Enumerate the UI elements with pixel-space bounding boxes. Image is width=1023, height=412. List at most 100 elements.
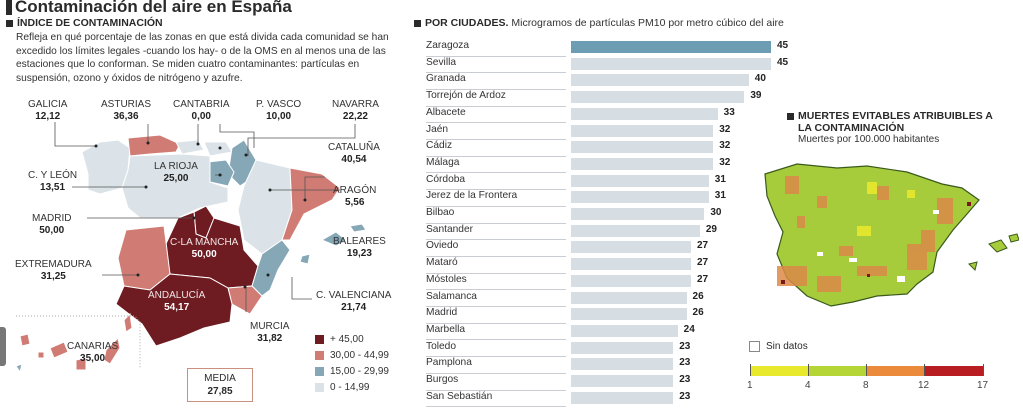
region-canarias xyxy=(19,333,31,347)
bar-value-label: 40 xyxy=(754,73,766,85)
bar-value-label: 23 xyxy=(679,340,691,352)
bar-label: Toledo xyxy=(426,341,566,358)
scale-tick-mark xyxy=(808,364,809,376)
bar xyxy=(571,157,714,170)
bar-label: Santander xyxy=(426,224,566,241)
bar-label: Móstoles xyxy=(426,274,566,291)
square-bullet-icon xyxy=(6,19,13,27)
bar xyxy=(571,291,687,304)
square-bullet-icon xyxy=(414,19,421,27)
bar-row: Salamanca 26 xyxy=(421,289,791,308)
bar xyxy=(571,208,705,220)
region-label-asturias: ASTURIAS 36,36 xyxy=(101,99,152,122)
bar-value-label: 32 xyxy=(719,156,731,168)
bar-row: Bilbao 30 xyxy=(421,205,791,224)
bar-row: Oviedo 27 xyxy=(421,238,791,257)
map-legend: + 45,00 30,00 - 44,99 15,00 - 29,99 0 - … xyxy=(315,331,389,395)
legend-swatch xyxy=(315,382,324,392)
bar-label: Torrejón de Ardoz xyxy=(426,90,566,107)
bar-label: Córdoba xyxy=(426,174,566,191)
index-heading: ÍNDICE DE CONTAMINACIÓN xyxy=(6,17,163,29)
color-scale xyxy=(750,366,983,376)
legend-swatch xyxy=(315,366,324,376)
legend-swatch xyxy=(315,334,324,344)
bar xyxy=(571,391,674,404)
bar-value-label: 23 xyxy=(679,374,691,385)
region-label-cyleon: C. Y LEÓN 13,51 xyxy=(28,170,78,193)
bar-label: Oviedo xyxy=(426,240,566,257)
bar-value-label: 45 xyxy=(777,56,789,68)
bar-label: Sevilla xyxy=(426,57,566,74)
bar xyxy=(571,174,709,187)
bar xyxy=(571,358,674,371)
region-label-navarra: NAVARRA 22,22 xyxy=(332,99,379,122)
bar-value-label: 45 xyxy=(777,40,789,51)
bar xyxy=(571,141,714,154)
bar-label: Cádiz xyxy=(426,140,566,157)
bar-row: Sevilla 45 xyxy=(421,55,791,74)
region-label-madrid: MADRID 50,00 xyxy=(32,213,72,236)
bar-value-label: 23 xyxy=(679,390,691,402)
region-murcia xyxy=(227,285,263,315)
region-asturias xyxy=(127,134,181,157)
legend-item: 30,00 - 44,99 xyxy=(315,347,389,363)
scale-bin xyxy=(808,366,866,376)
bar-row: Madrid 26 xyxy=(421,305,791,324)
scale-tick-label: 4 xyxy=(805,380,811,391)
bar xyxy=(571,241,691,254)
bar xyxy=(571,258,691,271)
bar xyxy=(571,191,709,204)
region-label-galicia: GALICIA 12,12 xyxy=(28,99,68,122)
region-label-baleares: BALEARES 19,23 xyxy=(333,236,386,259)
bar-value-label: 24 xyxy=(683,323,695,335)
bar-label: Marbella xyxy=(426,324,566,341)
square-bullet-icon xyxy=(787,112,794,120)
bar-value-label: 27 xyxy=(697,257,709,269)
scale-tick-label: 8 xyxy=(863,380,869,391)
region-andalucia xyxy=(115,273,233,347)
scale-tick-label: 17 xyxy=(977,380,989,391)
region-cantabria xyxy=(175,139,205,155)
bar-label: Mataró xyxy=(426,257,566,274)
bar-label: Granada xyxy=(426,73,566,90)
bar-label: Jaén xyxy=(426,124,566,141)
deaths-heatmap-map xyxy=(764,163,1019,307)
deaths-subtitle: Muertes por 100.000 habitantes xyxy=(798,134,940,145)
bar xyxy=(571,124,714,137)
legend-swatch xyxy=(315,350,324,360)
bar-value-label: 29 xyxy=(705,223,717,235)
region-label-extremadura: EXTREMADURA 31,25 xyxy=(15,259,92,282)
bar-value-label: 32 xyxy=(719,140,731,152)
bar-value-label: 30 xyxy=(710,207,722,218)
bar-value-label: 32 xyxy=(719,123,731,135)
bar-label: Bilbao xyxy=(426,207,566,224)
region-cyleon xyxy=(121,153,229,219)
bar-value-label: 26 xyxy=(692,290,704,302)
bar-row: Torrejón de Ardoz 39 xyxy=(421,88,791,107)
region-cataluna xyxy=(281,167,341,241)
region-label-andalucia: ANDALUCÍA 54,17 xyxy=(148,290,206,313)
scale-tick-label: 12 xyxy=(918,380,930,391)
bar xyxy=(571,224,700,237)
bar xyxy=(571,41,771,53)
bar-label: Madrid xyxy=(426,307,566,324)
scrollbar-thumb[interactable] xyxy=(0,327,6,366)
bar-row: Málaga 32 xyxy=(421,155,791,174)
bar-value-label: 27 xyxy=(697,273,709,285)
bar-value-label: 26 xyxy=(692,307,704,319)
region-pvasco xyxy=(203,141,233,157)
region-label-murcia: MURCIA 31,82 xyxy=(250,321,290,344)
bar-row: Móstoles 27 xyxy=(421,272,791,291)
bar-value-label: 31 xyxy=(714,173,726,185)
scale-tick-mark xyxy=(924,364,925,376)
region-label-cataluna: CATALUÑA 40,54 xyxy=(328,142,380,165)
bar-label: Zaragoza xyxy=(426,40,566,57)
cities-heading: POR CIUDADES. Microgramos de partículas … xyxy=(414,17,784,29)
region-label-cvalenciana: C. VALENCIANA 21,74 xyxy=(316,290,392,313)
bar-label: Salamanca xyxy=(426,291,566,308)
region-label-clmancha: C-LA MANCHA 50,00 xyxy=(170,237,239,260)
bar-row: Mataró 27 xyxy=(421,255,791,274)
region-baleares xyxy=(320,231,347,247)
bar-label: Burgos xyxy=(426,374,566,391)
scale-tick-label: 1 xyxy=(747,380,753,391)
